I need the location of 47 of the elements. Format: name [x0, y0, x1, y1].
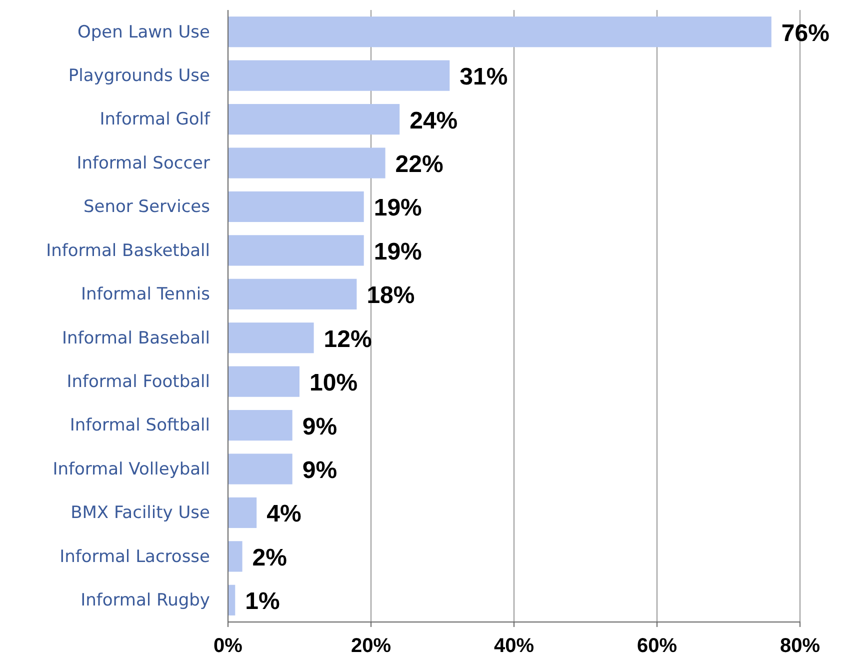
data-label: 12%: [324, 326, 372, 353]
bar: [228, 104, 400, 135]
data-label: 19%: [374, 238, 422, 266]
y-tick-label: Informal Rugby: [80, 590, 210, 611]
data-label: 19%: [374, 194, 422, 222]
y-tick-label: Informal Football: [66, 372, 210, 392]
bar: [228, 454, 292, 484]
data-label: 24%: [410, 107, 458, 134]
y-tick-label: Informal Softball: [70, 416, 210, 436]
data-label: 1%: [245, 588, 280, 616]
y-tick-label: Open Lawn Use: [77, 22, 210, 42]
x-tick-label: 40%: [494, 635, 534, 657]
data-label: 9%: [302, 457, 338, 484]
y-tick-label: Informal Basketball: [46, 240, 210, 261]
bar: [228, 322, 314, 354]
bar: [228, 278, 357, 310]
y-tick-label: Informal Volleyball: [52, 459, 210, 480]
y-tick-label: Playgrounds Use: [68, 66, 210, 86]
bar: [228, 235, 364, 266]
y-tick-label: Informal Lacrosse: [60, 546, 210, 567]
data-label: 10%: [310, 370, 358, 397]
bar: [228, 497, 257, 528]
bar: [228, 584, 236, 616]
y-tick-label: Senor Services: [83, 197, 210, 218]
bar: [228, 148, 386, 178]
data-label: 18%: [366, 282, 415, 310]
bar: [228, 191, 364, 222]
data-label: 2%: [252, 544, 287, 572]
x-tick-label: 0%: [214, 635, 243, 657]
data-label: 22%: [395, 151, 444, 178]
y-tick-label: Informal Tennis: [80, 284, 210, 305]
y-tick-label: Informal Soccer: [76, 153, 210, 174]
bar: [228, 366, 300, 397]
data-label: 76%: [781, 20, 830, 47]
y-tick-label: Informal Baseball: [62, 328, 210, 348]
y-tick-label: Informal Golf: [100, 110, 211, 130]
bar: [228, 410, 292, 441]
x-tick-label: 20%: [350, 635, 392, 657]
data-label: 9%: [302, 413, 338, 440]
x-tick-label: 60%: [636, 635, 678, 657]
x-tick-label: 80%: [780, 635, 820, 657]
y-tick-label: BMX Facility Use: [70, 503, 210, 524]
data-label: 31%: [460, 64, 508, 91]
data-label: 4%: [266, 500, 302, 528]
bar: [228, 541, 242, 572]
bar: [228, 16, 772, 48]
bar: [228, 60, 450, 91]
